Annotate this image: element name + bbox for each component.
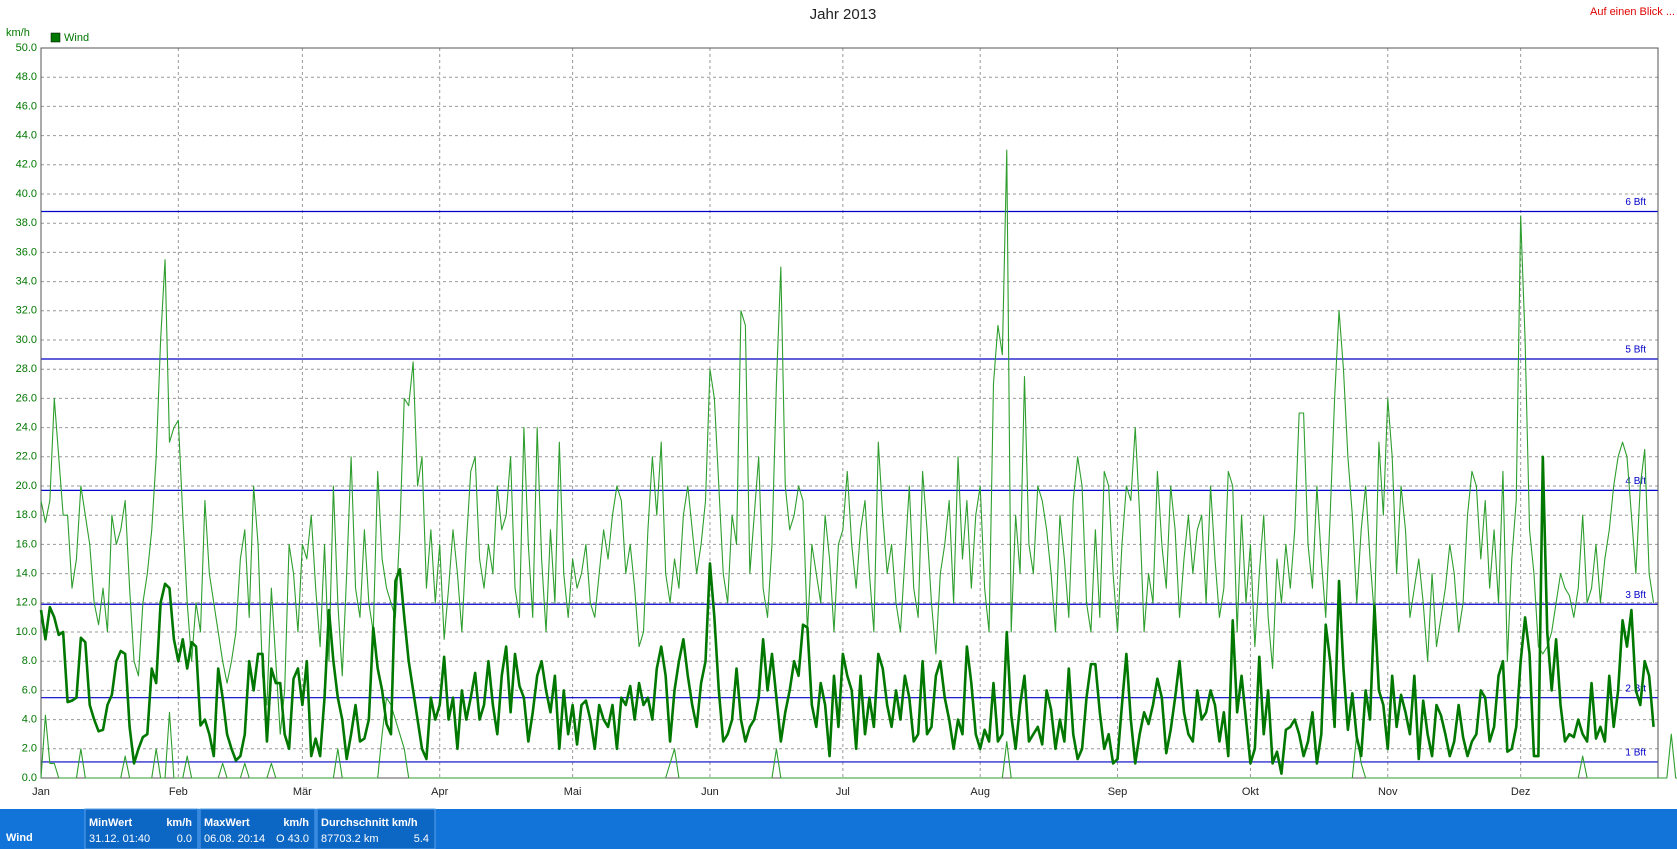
y-tick-label: 34.0: [16, 276, 37, 288]
y-tick-label: 20.0: [16, 480, 37, 492]
y-tick-label: 22.0: [16, 451, 37, 463]
series-line: [39, 455, 1655, 775]
y-tick-label: 50.0: [16, 42, 37, 54]
legend-label: Wind: [64, 32, 89, 44]
footer-row-label: Wind: [6, 832, 33, 844]
y-tick-label: 30.0: [16, 334, 37, 346]
y-tick-label: 44.0: [16, 130, 37, 142]
x-tick-label: Jul: [836, 786, 850, 798]
footer-cell-value: O 43.0: [276, 833, 309, 845]
footer-cell-time: 06.08. 20:14: [204, 833, 265, 845]
x-tick-label: Feb: [169, 786, 188, 798]
link[interactable]: Auf einen Blick ...: [1590, 6, 1675, 18]
x-tick-label: Aug: [970, 786, 990, 798]
y-tick-label: 32.0: [16, 305, 37, 317]
reference-label: 4 Bft: [1625, 476, 1646, 487]
y-tick-label: 38.0: [16, 217, 37, 229]
reference-label: 1 Bft: [1625, 748, 1646, 759]
reference-label: 6 Bft: [1625, 197, 1646, 208]
y-tick-label: 42.0: [16, 159, 37, 171]
footer-cell: [316, 808, 436, 849]
footer-cell-title: MaxWert: [204, 817, 250, 829]
x-tick-label: Apr: [431, 786, 448, 798]
reference-label: 5 Bft: [1625, 345, 1646, 356]
y-tick-label: 8.0: [22, 655, 37, 667]
legend-swatch: [50, 32, 61, 43]
footer-cell-time: 87703.2 km: [321, 833, 378, 845]
y-tick-label: 4.0: [22, 714, 37, 726]
x-tick-label: Jan: [32, 786, 50, 798]
x-tick-label: Nov: [1378, 786, 1398, 798]
footer-cell-value: 5.4: [414, 833, 429, 845]
y-tick-label: 18.0: [16, 509, 37, 521]
footer-cell-time: 31.12. 01:40: [89, 833, 150, 845]
y-tick-label: 36.0: [16, 246, 37, 258]
footer-cell-value: 0.0: [177, 833, 192, 845]
x-tick-label: Okt: [1242, 786, 1259, 798]
y-tick-label: 24.0: [16, 422, 37, 434]
series-line: [40, 149, 1655, 735]
footer-cell-title: MinWert: [89, 817, 133, 829]
footer-cell-unit: km/h: [283, 817, 309, 829]
y-tick-label: 2.0: [22, 743, 37, 755]
y-tick-label: 48.0: [16, 71, 37, 83]
y-tick-label: 6.0: [22, 684, 37, 696]
footer-cell-unit: km/h: [166, 817, 192, 829]
footer-cell: [84, 808, 199, 849]
footer-cell: [199, 808, 316, 849]
y-axis-label: km/h: [6, 27, 30, 39]
reference-label: 3 Bft: [1625, 590, 1646, 601]
y-tick-label: 0.0: [22, 772, 37, 784]
y-tick-label: 46.0: [16, 100, 37, 112]
x-tick-label: Mär: [293, 786, 312, 798]
x-tick-label: Sep: [1108, 786, 1128, 798]
y-tick-label: 40.0: [16, 188, 37, 200]
y-tick-label: 16.0: [16, 538, 37, 550]
y-tick-label: 28.0: [16, 363, 37, 375]
x-tick-label: Dez: [1511, 786, 1531, 798]
footer-cell-title: Durchschnitt km/h: [321, 817, 418, 829]
y-tick-label: 10.0: [16, 626, 37, 638]
y-tick-label: 12.0: [16, 597, 37, 609]
x-tick-label: Jun: [701, 786, 719, 798]
chart-title: Jahr 2013: [810, 6, 877, 23]
series-line: [40, 697, 1677, 779]
y-tick-label: 26.0: [16, 392, 37, 404]
y-tick-label: 14.0: [16, 568, 37, 580]
x-tick-label: Mai: [564, 786, 582, 798]
